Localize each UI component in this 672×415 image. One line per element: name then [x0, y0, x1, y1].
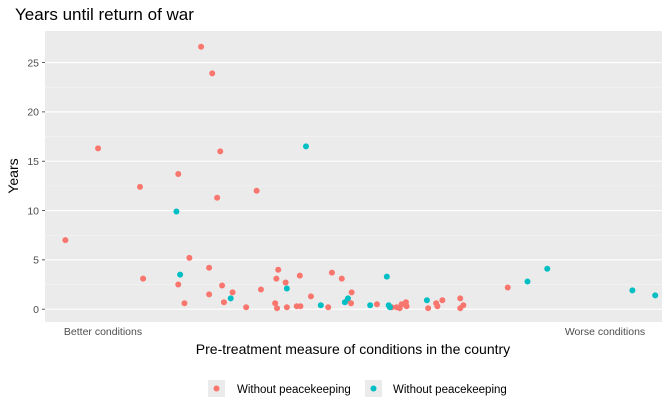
data-point-series-1	[373, 301, 380, 308]
data-point-series-1	[220, 299, 227, 306]
legend-label-2: Without peacekeeping	[393, 384, 507, 396]
data-point-series-1	[206, 264, 213, 271]
legend-label-1: Without peacekeeping	[237, 384, 351, 396]
x-tick-label-better: Better conditions	[64, 326, 142, 338]
major-gridlines	[45, 62, 662, 310]
data-point-series-2	[177, 271, 184, 278]
data-point-series-1	[273, 275, 280, 282]
plot-panel	[45, 31, 662, 322]
data-point-series-1	[325, 304, 332, 311]
data-point-series-1	[439, 297, 446, 304]
data-point-series-1	[296, 272, 303, 279]
data-point-series-1	[95, 145, 102, 152]
data-point-series-2	[386, 304, 393, 311]
legend-key-1	[213, 385, 220, 392]
data-point-series-1	[217, 148, 224, 155]
data-point-series-1	[175, 281, 182, 288]
data-point-series-1	[62, 237, 69, 244]
y-axis-title: Years	[5, 158, 21, 193]
y-axis-ticks: 0 5 10 15 20 25	[27, 57, 45, 316]
data-point-series-1	[434, 303, 441, 310]
data-point-series-2	[227, 295, 234, 302]
data-point-series-1	[229, 289, 236, 296]
data-point-series-2	[544, 265, 551, 272]
data-point-series-1	[328, 269, 335, 276]
y-tick-label: 5	[33, 255, 39, 267]
data-point-series-1	[283, 304, 290, 311]
data-point-series-1	[137, 183, 144, 190]
data-point-series-1	[198, 43, 205, 50]
data-point-series-1	[457, 295, 464, 302]
data-point-series-1	[243, 304, 250, 311]
data-point-series-2	[629, 287, 636, 294]
data-point-series-1	[282, 279, 289, 286]
data-point-series-2	[173, 208, 180, 215]
data-point-series-1	[348, 289, 355, 296]
data-point-series-1	[209, 70, 216, 77]
data-point-series-1	[206, 291, 213, 298]
data-point-series-1	[181, 300, 188, 307]
data-point-series-1	[425, 305, 432, 312]
y-tick-label: 0	[33, 304, 39, 316]
data-points	[62, 43, 659, 312]
data-point-series-1	[348, 300, 355, 307]
data-point-series-2	[317, 302, 324, 309]
data-point-series-1	[186, 254, 193, 261]
data-point-series-1	[140, 275, 147, 282]
data-point-series-2	[524, 278, 531, 285]
data-point-series-1	[257, 286, 264, 293]
data-point-series-2	[652, 292, 659, 299]
data-point-series-1	[273, 305, 280, 312]
minor-gridlines	[45, 86, 662, 285]
data-point-series-1	[297, 303, 304, 310]
legend: Without peacekeeping Without peacekeepin…	[208, 380, 507, 397]
data-point-series-1	[253, 187, 260, 194]
legend-key-2	[370, 385, 377, 392]
data-point-series-1	[307, 293, 314, 300]
data-point-series-1	[403, 303, 410, 310]
data-point-series-1	[504, 284, 511, 291]
y-tick-label: 20	[27, 107, 39, 119]
data-point-series-2	[367, 302, 374, 309]
data-point-series-2	[423, 297, 430, 304]
x-axis-title: Pre-treatment measure of conditions in t…	[196, 341, 510, 357]
y-tick-label: 25	[27, 57, 39, 69]
data-point-series-1	[175, 171, 182, 178]
data-point-series-2	[344, 295, 351, 302]
data-point-series-1	[396, 305, 403, 312]
y-tick-label: 10	[27, 205, 39, 217]
data-point-series-2	[283, 285, 290, 292]
chart-title: Years until return of war	[15, 5, 194, 24]
x-tick-label-worse: Worse conditions	[565, 326, 645, 338]
data-point-series-1	[272, 300, 279, 307]
data-point-series-1	[214, 194, 221, 201]
data-point-series-1	[338, 275, 345, 282]
data-point-series-2	[302, 143, 309, 150]
data-point-series-2	[383, 273, 390, 280]
y-tick-label: 15	[27, 156, 39, 168]
data-point-series-1	[275, 266, 282, 273]
data-point-series-1	[460, 302, 467, 309]
data-point-series-1	[219, 282, 226, 289]
